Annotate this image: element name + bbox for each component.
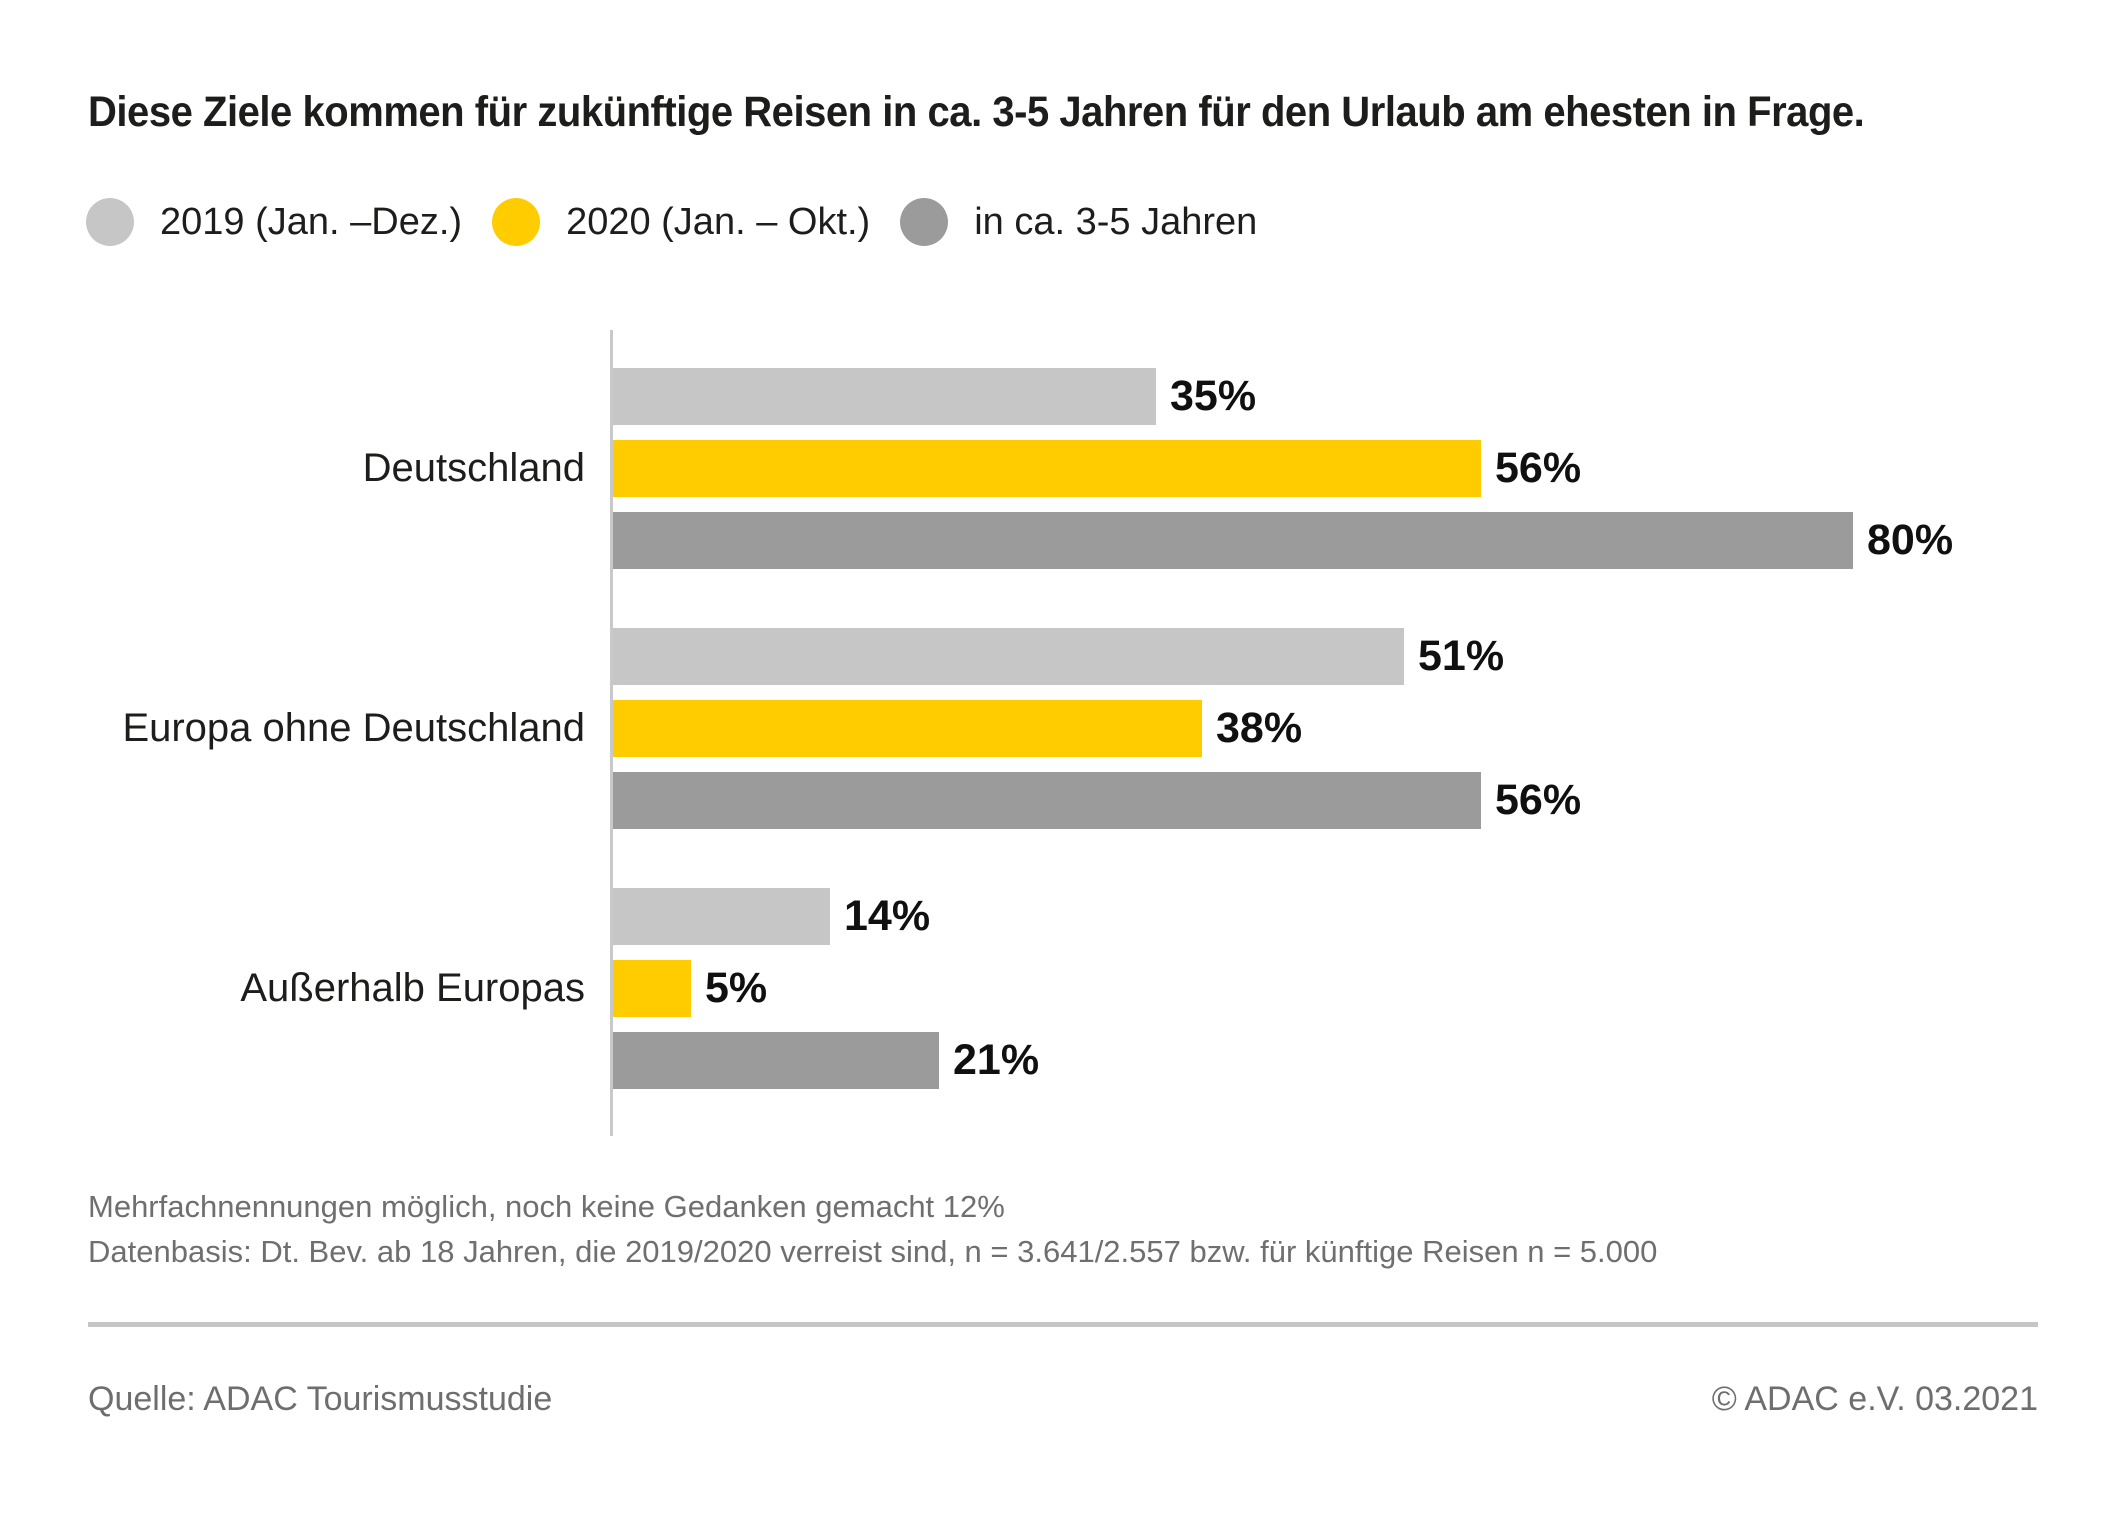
bar-deutschland-series-0 (613, 368, 1156, 425)
legend-item-0: 2019 (Jan. –Dez.) (86, 198, 462, 246)
legend-swatch-circle-icon (86, 198, 134, 246)
category-label: Deutschland (362, 446, 585, 490)
footnote-line-1: Mehrfachnennungen möglich, noch keine Ge… (88, 1189, 1005, 1224)
bar-value-label: 21% (953, 1036, 1040, 1084)
footnote-line-2: Datenbasis: Dt. Bev. ab 18 Jahren, die 2… (88, 1234, 1658, 1269)
bar-value-label: 51% (1418, 632, 1505, 680)
chart-title: Diese Ziele kommen für zukünftige Reisen… (88, 88, 1865, 136)
footnotes: Mehrfachnennungen möglich, noch keine Ge… (88, 1184, 1657, 1274)
bar-value-label: 56% (1495, 776, 1582, 824)
category-label: Europa ohne Deutschland (122, 706, 585, 750)
bar-deutschland-series-1 (613, 440, 1481, 497)
y-axis-line (610, 330, 613, 1136)
legend: 2019 (Jan. –Dez.) 2020 (Jan. – Okt.) in ca… (86, 198, 1257, 246)
bar-value-label: 38% (1216, 704, 1303, 752)
bar-value-label: 80% (1867, 516, 1954, 564)
legend-label: 2020 (Jan. – Okt.) (566, 200, 871, 243)
legend-item-2: in ca. 3-5 Jahren (900, 198, 1257, 246)
copyright-label: © ADAC e.V. 03.2021 (1711, 1380, 2038, 1418)
bar-value-label: 5% (705, 964, 768, 1012)
footer-divider (88, 1322, 2038, 1327)
footer: Quelle: ADAC Tourismusstudie © ADAC e.V.… (88, 1380, 2038, 1419)
legend-swatch-circle-icon (900, 198, 949, 246)
bar-au-erhalb-europas-series-2 (613, 1032, 939, 1089)
legend-swatch-circle-icon (492, 198, 541, 246)
bar-au-erhalb-europas-series-0 (613, 888, 830, 945)
category-label: Außerhalb Europas (240, 966, 585, 1010)
bar-europa-ohne-deutschland-series-2 (613, 772, 1481, 829)
legend-item-1: 2020 (Jan. – Okt.) (492, 198, 870, 246)
bar-deutschland-series-2 (613, 512, 1853, 569)
legend-label: in ca. 3-5 Jahren (974, 200, 1258, 243)
bar-value-label: 56% (1495, 444, 1582, 492)
bar-value-label: 14% (844, 892, 931, 940)
bar-au-erhalb-europas-series-1 (613, 960, 691, 1017)
legend-label: 2019 (Jan. –Dez.) (160, 200, 463, 243)
bar-europa-ohne-deutschland-series-0 (613, 628, 1404, 685)
bar-value-label: 35% (1170, 372, 1257, 420)
source-label: Quelle: ADAC Tourismusstudie (88, 1380, 553, 1418)
bar-europa-ohne-deutschland-series-1 (613, 700, 1202, 757)
